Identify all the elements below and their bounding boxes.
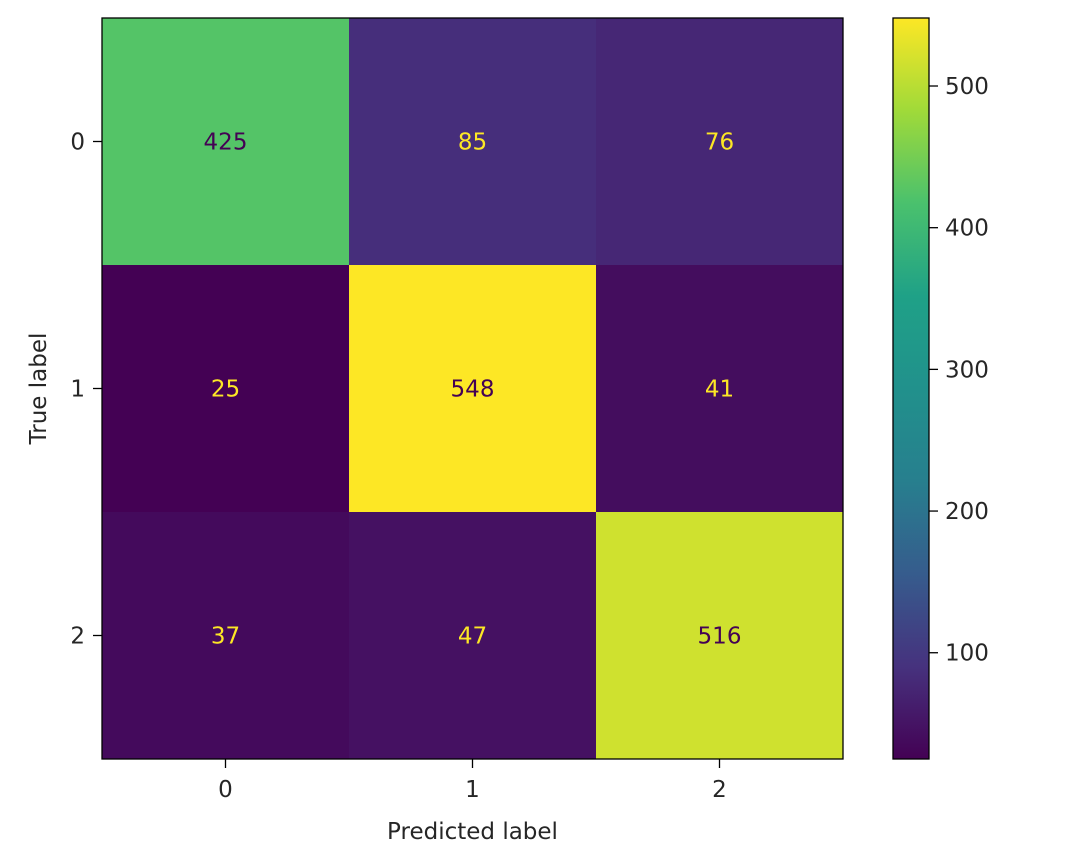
cell-value-label: 548 [451,377,495,403]
y-tick-label: 2 [70,624,85,650]
colorbar-tick-label: 100 [945,641,989,667]
cell-value-label: 76 [705,130,734,156]
heatmap-cell-r0-c0 [102,18,350,266]
cell-value-label: 47 [458,624,487,650]
cell-value-label: 25 [211,377,240,403]
cell-value-label: 37 [211,624,240,650]
heatmap-cell-r0-c2 [596,18,844,266]
x-tick-label: 1 [465,777,480,803]
heatmap-cell-r2-c1 [349,512,597,760]
x-tick-label: 0 [218,777,233,803]
heatmap-cell-r0-c1 [349,18,597,266]
x-tick-label: 2 [712,777,727,803]
colorbar [892,17,930,760]
cell-value-label: 85 [458,130,487,156]
cell-value-label: 41 [705,377,734,403]
heatmap-cell-r1-c0 [102,265,350,513]
colorbar-tick-label: 200 [945,499,989,525]
heatmap-cells [102,18,844,760]
x-axis-ticks: 0 1 2 [218,759,727,803]
cell-value-label: 516 [698,624,742,650]
heatmap-cell-r1-c2 [596,265,844,513]
heatmap-cell-r2-c2 [596,512,844,760]
colorbar-tick-label: 400 [945,216,989,242]
y-tick-label: 0 [70,130,85,156]
heatmap-cell-r1-c1 [349,265,597,513]
y-axis-label: True label [26,333,52,446]
x-axis-label: Predicted label [387,819,558,845]
colorbar-tick-label: 500 [945,74,989,100]
cell-value-label: 425 [204,130,248,156]
heatmap-cell-r2-c0 [102,512,350,760]
colorbar-ticks: 100 200 300 400 500 [929,74,989,667]
heatmap-cell-labels: 425 85 76 25 548 41 37 47 516 [204,130,742,650]
colorbar-tick-label: 300 [945,357,989,383]
y-axis-ticks: 0 1 2 [70,130,102,650]
y-tick-label: 1 [70,377,85,403]
